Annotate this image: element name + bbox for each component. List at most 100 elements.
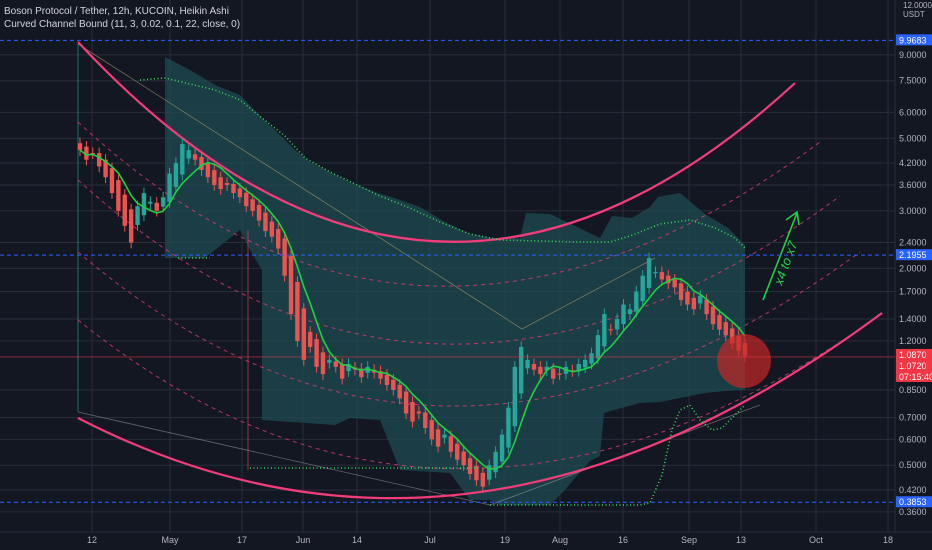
candle-body (602, 314, 607, 347)
candle-body (678, 283, 684, 301)
candlesticks (77, 137, 748, 493)
candle-body (180, 144, 185, 175)
candle-body (346, 364, 351, 372)
solid-curves (77, 41, 883, 500)
candle-body (653, 272, 658, 274)
candle-body (499, 434, 505, 462)
candle-body (295, 281, 300, 341)
lower-curve (77, 312, 883, 500)
candle-body (314, 339, 319, 367)
annotation-arrow-line (762, 212, 798, 301)
indicator-title[interactable]: Curved Channel Bound (11, 3, 0.02, 0.1, … (4, 19, 241, 30)
symbol-title[interactable]: Boson Protocol / Tether, 12h, KUCOIN, He… (4, 6, 229, 17)
candle-body (128, 209, 134, 243)
candle-body (333, 361, 338, 367)
candle-body (307, 331, 313, 347)
price-axis-background (895, 0, 932, 532)
currency-top-value: 12.0000 (903, 1, 932, 10)
candle-body (250, 199, 255, 211)
price-axis[interactable]: 9.0000 7.5000 6.0000 5.0000 4.2000 3.6000 3.00… (899, 50, 927, 517)
candle-body (608, 329, 613, 331)
channel-band (165, 57, 745, 505)
time-axis[interactable]: 12 May 17 Jun 14 Jul 19 Aug 16 Sep 13 Oct 18 (0, 531, 932, 545)
dotted-base-3 (490, 403, 746, 506)
candle-body (659, 272, 665, 280)
candle-body (627, 309, 633, 315)
time-tick-label: 18 (883, 535, 893, 545)
candle-body (276, 228, 281, 249)
corridor-line-mid (521, 257, 656, 330)
time-tick-label: 12 (87, 535, 97, 545)
candle-body (461, 451, 466, 466)
price-tick-label: 5.0000 (899, 133, 927, 143)
price-tick-label: 7.5000 (899, 76, 927, 86)
candle-body (519, 346, 524, 394)
time-tick-label: 19 (500, 535, 510, 545)
corridor-line-upper (77, 43, 523, 330)
dotted-traces (139, 77, 746, 506)
candle-body (474, 465, 479, 481)
price-tag-label: 2.1955 (899, 250, 927, 260)
candle-body (359, 368, 364, 378)
dashed-curve-2 (77, 179, 841, 345)
candle-body (582, 359, 588, 368)
candle-body (339, 364, 345, 379)
candle-body (493, 451, 498, 473)
annotation-arrow-head (785, 210, 800, 226)
candle-body (116, 180, 121, 211)
price-tag (896, 370, 932, 382)
price-tick-label: 3.6000 (899, 180, 927, 190)
corridor-line-lower (77, 411, 491, 506)
candle-body (320, 352, 326, 375)
candle-body (122, 194, 127, 226)
currency-unit: USDT (903, 10, 925, 19)
candle-body (685, 291, 690, 305)
candle-body (135, 206, 140, 225)
candle-body (109, 168, 115, 194)
candle-body (96, 153, 102, 167)
price-tick-label: 4.2000 (899, 158, 927, 168)
candle-body (416, 411, 422, 414)
candle-body (167, 173, 172, 202)
moving-average-line (79, 149, 746, 470)
time-tick-label: Jul (424, 535, 436, 545)
candle-body (397, 384, 402, 399)
candle-body (531, 364, 537, 370)
candle-body (288, 255, 294, 315)
price-tick-label: 1.4000 (899, 314, 927, 324)
price-tag (896, 249, 932, 261)
price-tick-label: 6.0000 (899, 107, 927, 117)
candle-body (224, 183, 230, 185)
candle-body (378, 371, 383, 379)
candle-body (614, 319, 620, 330)
price-tag (896, 348, 932, 360)
candle-body (467, 458, 473, 475)
candle-body (621, 304, 626, 325)
price-tag-label: 1.0870 (899, 350, 927, 360)
chart-legend[interactable]: Boson Protocol / Tether, 12h, KUCOIN, He… (4, 5, 240, 31)
candle-body (231, 183, 236, 194)
candle-body (480, 472, 486, 487)
candle-body (442, 434, 447, 438)
candle-body (244, 192, 249, 207)
candle-body (84, 146, 89, 160)
candle-body (327, 359, 332, 363)
candle-body (710, 306, 716, 325)
candle-body (199, 156, 204, 170)
candle-body (512, 366, 518, 427)
price-tick-label: 1.7000 (899, 286, 927, 296)
time-tick-label: 17 (237, 535, 247, 545)
price-tag-label: 1.0720 (899, 361, 927, 371)
candle-body (423, 412, 428, 428)
time-tick-label: 16 (618, 535, 628, 545)
candle-body (538, 366, 543, 375)
candle-body (557, 373, 562, 375)
price-tag-label: 07:15:40 (899, 372, 932, 382)
candle-body (576, 364, 581, 371)
candle-body (435, 429, 441, 447)
candle-body (77, 143, 83, 151)
price-tag-label: 9.9683 (899, 35, 927, 45)
time-tick-label: 14 (352, 535, 362, 545)
